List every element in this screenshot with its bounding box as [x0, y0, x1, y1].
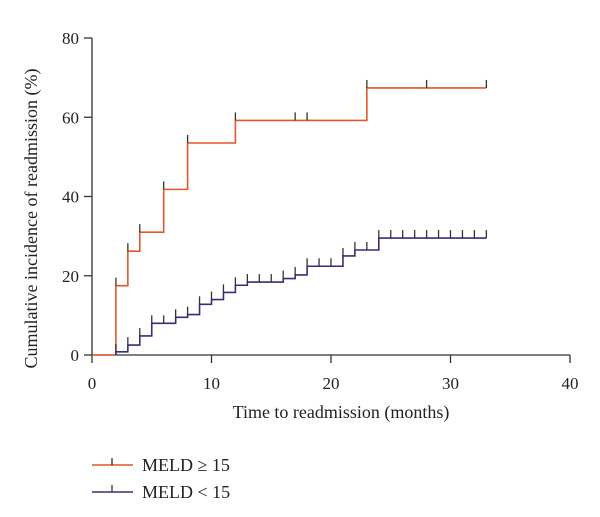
y-tick-label: 0 — [71, 346, 80, 365]
data-series — [92, 79, 488, 356]
legend-item-1: MELD < 15 — [92, 482, 230, 502]
y-ticks: 0 20 40 60 80 — [62, 29, 92, 365]
x-axis-title: Time to readmission (months) — [233, 402, 450, 423]
legend-label-1: MELD < 15 — [142, 482, 230, 502]
x-tick-label: 20 — [323, 374, 340, 393]
y-axis-title: Cumulative incidence of readmission (%) — [21, 69, 42, 369]
series-0 — [92, 79, 488, 356]
series-line — [92, 87, 487, 356]
legend-item-0: MELD ≥ 15 — [92, 455, 230, 475]
y-tick-label: 20 — [62, 267, 79, 286]
x-ticks: 0 10 20 30 40 — [88, 355, 579, 393]
series-1 — [115, 230, 488, 355]
legend: MELD ≥ 15 MELD < 15 — [92, 455, 230, 502]
y-tick-label: 60 — [62, 108, 79, 127]
y-tick-label: 40 — [62, 188, 79, 207]
series-line — [115, 237, 487, 355]
x-tick-label: 10 — [203, 374, 220, 393]
legend-label-0: MELD ≥ 15 — [142, 455, 230, 475]
x-tick-label: 30 — [442, 374, 459, 393]
x-tick-label: 40 — [562, 374, 579, 393]
x-tick-label: 0 — [88, 374, 97, 393]
y-tick-label: 80 — [62, 29, 79, 48]
